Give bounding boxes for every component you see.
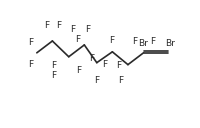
Text: F: F: [94, 76, 99, 86]
Text: F: F: [51, 61, 56, 70]
Text: F: F: [51, 71, 56, 80]
Text: F: F: [118, 76, 123, 86]
Text: F: F: [89, 54, 94, 63]
Text: F: F: [28, 60, 33, 69]
Text: F: F: [28, 38, 33, 47]
Text: F: F: [44, 21, 49, 30]
Text: F: F: [56, 21, 61, 30]
Text: F: F: [109, 36, 114, 45]
Text: F: F: [70, 25, 75, 34]
Text: F: F: [75, 35, 80, 44]
Text: F: F: [76, 66, 81, 75]
Text: F: F: [84, 25, 90, 34]
Text: Br: Br: [164, 39, 174, 48]
Text: Br: Br: [137, 39, 147, 48]
Text: F: F: [149, 38, 154, 46]
Text: F: F: [115, 61, 120, 70]
Text: F: F: [132, 38, 137, 46]
Text: F: F: [102, 60, 107, 69]
